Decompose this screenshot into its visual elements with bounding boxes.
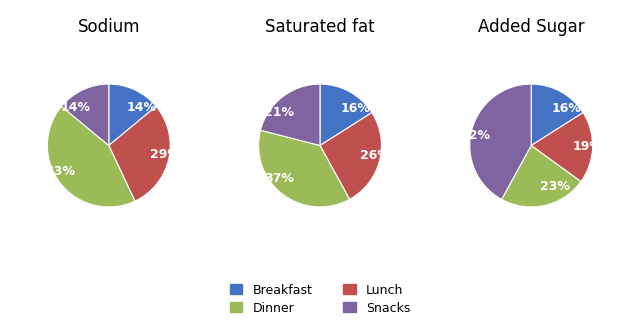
Wedge shape (109, 106, 170, 201)
Wedge shape (259, 130, 349, 207)
Wedge shape (502, 146, 581, 207)
Wedge shape (47, 106, 135, 207)
Wedge shape (531, 84, 583, 146)
Text: 19%: 19% (573, 140, 603, 153)
Legend: Breakfast, Dinner, Lunch, Snacks: Breakfast, Dinner, Lunch, Snacks (223, 277, 417, 321)
Text: 26%: 26% (360, 149, 390, 163)
Wedge shape (61, 84, 109, 146)
Text: 16%: 16% (551, 102, 581, 115)
Text: 16%: 16% (340, 102, 370, 115)
Text: 23%: 23% (540, 180, 570, 193)
Title: Saturated fat: Saturated fat (265, 18, 375, 36)
Wedge shape (531, 112, 593, 181)
Wedge shape (470, 84, 531, 199)
Wedge shape (320, 112, 381, 199)
Wedge shape (109, 84, 156, 146)
Wedge shape (260, 84, 320, 146)
Text: 14%: 14% (127, 101, 157, 114)
Title: Sodium: Sodium (77, 18, 140, 36)
Text: 37%: 37% (264, 172, 294, 185)
Wedge shape (320, 84, 372, 146)
Text: 21%: 21% (264, 106, 294, 119)
Text: 42%: 42% (461, 129, 491, 142)
Text: 14%: 14% (61, 101, 91, 114)
Text: 43%: 43% (46, 164, 76, 178)
Title: Added Sugar: Added Sugar (478, 18, 584, 36)
Text: 29%: 29% (150, 148, 179, 161)
